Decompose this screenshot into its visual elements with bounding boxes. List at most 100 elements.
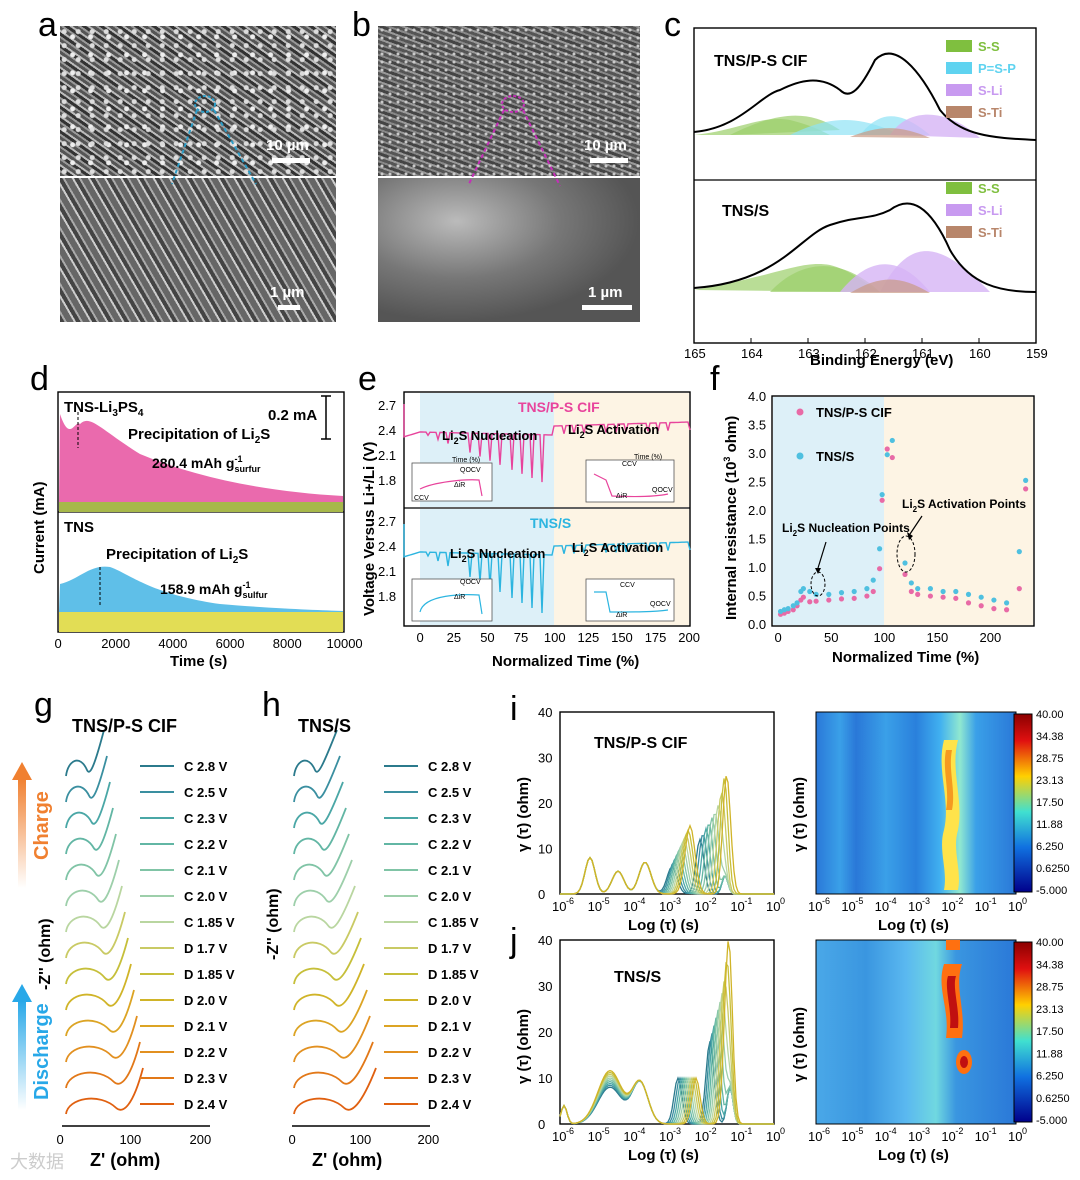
- heatmap-x-tick: 10: [808, 1129, 822, 1144]
- panel-i-heatmap: 40.00 34.38 28.75 23.13 17.50 11.88 6.250 0.625…: [791, 709, 1070, 934]
- nyquist-legend-label: D 1.85 V: [184, 967, 235, 982]
- f-point-cyan: [953, 588, 959, 595]
- e-y-tick: 2.1: [378, 448, 396, 463]
- h-y-label: -Z'' (ohm): [265, 888, 282, 960]
- e-inset-time-1: Time (%): [452, 457, 480, 464]
- e-x-tick: 200: [678, 630, 700, 645]
- f-x-tick: 200: [980, 630, 1002, 645]
- f-point-cyan: [794, 600, 800, 606]
- xps-x-tick: 165: [684, 346, 706, 361]
- e-inset-dir-4: ΔiR: [616, 612, 627, 619]
- heatmap-x-tick-exp: 0: [1022, 1126, 1027, 1136]
- colorbar-tick: 34.38: [1036, 959, 1064, 971]
- drt-x-tick: 10: [766, 899, 780, 914]
- scale-label-a-top: 10 µm: [266, 137, 309, 154]
- f-point-pink: [807, 599, 813, 605]
- e-y-tick: 1.8: [378, 473, 396, 488]
- drt-x-tick: 10: [588, 1129, 602, 1144]
- e-bottom-activation: Li2S Activation: [572, 540, 663, 558]
- xps-top-title: TNS/P-S CIF: [714, 53, 808, 70]
- colorbar-tick: 40.00: [1036, 709, 1064, 721]
- panel-label-h: h: [262, 686, 281, 724]
- e-inset-dir-3: ΔiR: [454, 594, 465, 601]
- xps-chart: TNS/P-S CIF TNS/S S-S P=S-P S-Li S-Ti S-S S-…: [684, 27, 1048, 369]
- drt-x-tick-exp: -4: [637, 1126, 645, 1136]
- nyquist-legend-label: D 2.2 V: [184, 1045, 228, 1060]
- nyquist-legend-label: D 1.7 V: [428, 941, 472, 956]
- f-point-cyan: [879, 492, 885, 498]
- sem-zoom-lines: [171, 95, 561, 187]
- f-point-cyan: [790, 603, 796, 609]
- e-x-tick: 100: [544, 630, 566, 645]
- f-point-cyan: [991, 597, 997, 603]
- f-y-tick: 4.0: [748, 389, 766, 404]
- f-y-tick: 0.0: [748, 617, 766, 632]
- f-x-tick: 100: [874, 630, 896, 645]
- f-point-pink: [965, 600, 972, 606]
- f-point-cyan: [864, 586, 870, 592]
- nyquist-legend-label: D 1.85 V: [428, 967, 479, 982]
- g-y-label: -Z'' (ohm): [37, 918, 54, 990]
- drt-y-tick: 10: [538, 1071, 552, 1086]
- drt-x-tick-exp: 0: [780, 1126, 785, 1136]
- heatmap-x-tick-exp: -1: [989, 1126, 997, 1136]
- drt-y-tick: 30: [538, 979, 552, 994]
- colorbar-tick: 17.50: [1036, 797, 1064, 809]
- drt-y-tick: 0: [538, 887, 545, 902]
- nyquist-curve: [293, 989, 368, 1037]
- xps-legend-label: S-S: [978, 39, 1000, 54]
- f-point-cyan: [877, 546, 883, 552]
- scale-label-b-top: 10 µm: [584, 137, 627, 154]
- colorbar-tick: 40.00: [1036, 937, 1064, 949]
- xps-x-label: Binding Energy (eV): [810, 352, 953, 369]
- e-x-tick: 75: [514, 630, 528, 645]
- xps-legend-label: S-Ti: [978, 225, 1002, 240]
- drt-x-tick: 10: [623, 899, 637, 914]
- heatmap-x-tick: 10: [1008, 1129, 1022, 1144]
- f-point-cyan: [1023, 477, 1029, 483]
- heatmap-x-tick-exp: -1: [989, 896, 997, 906]
- heatmap-x-tick: 10: [875, 899, 889, 914]
- nyquist-legend-label: D 2.3 V: [184, 1071, 228, 1086]
- f-y-tick: 3.5: [748, 418, 766, 433]
- heatmap-x-tick-exp: -2: [955, 1126, 963, 1136]
- xps-bottom-title: TNS/S: [722, 203, 769, 220]
- g-x-label: Z' (ohm): [90, 1150, 160, 1170]
- f-point-pink: [877, 566, 883, 572]
- e-x-tick: 125: [578, 630, 600, 645]
- panel-label-c: c: [664, 6, 681, 44]
- drt-curve: [560, 776, 774, 895]
- sem-image-a-bottom: [60, 178, 336, 322]
- f-point-cyan: [889, 437, 895, 444]
- nyquist-legend-label: D 2.1 V: [184, 1019, 228, 1034]
- drt-y-tick: 40: [538, 933, 552, 948]
- heatmap-x-tick: 10: [941, 1129, 955, 1144]
- f-point-cyan: [870, 577, 876, 583]
- drt-x-tick: 10: [552, 1129, 566, 1144]
- nyquist-curve: [65, 729, 105, 777]
- f-point-pink: [902, 571, 908, 577]
- e-inset-qocv-2: QOCV: [652, 487, 673, 494]
- heatmap-x-tick-exp: -5: [855, 896, 863, 906]
- e-inset-qocv-1: QOCV: [460, 467, 481, 474]
- e-y-tick: 2.7: [378, 514, 396, 529]
- panel-g-chart: C 2.8 V C 2.5 V C 2.3 V C 2.2 V C 2.1 V C 2.0…: [12, 716, 235, 1170]
- nyquist-curve: [65, 755, 108, 803]
- drt-x-tick: 10: [730, 899, 744, 914]
- colorbar-tick: 6.250: [1036, 841, 1064, 853]
- e-y-tick: 2.4: [378, 423, 396, 438]
- f-point-cyan: [965, 591, 972, 597]
- f-legend-2: TNS/S: [816, 449, 855, 464]
- nyquist-legend-label: C 2.3 V: [428, 811, 472, 826]
- hj-y-label: γ (τ) (ohm): [791, 1007, 808, 1082]
- nyquist-curve: [65, 963, 132, 1011]
- xps-legend-label: P=S-P: [978, 61, 1016, 76]
- heatmap-x-tick: 10: [941, 899, 955, 914]
- d-x-label: Time (s): [170, 653, 227, 670]
- nyquist-curve: [293, 781, 344, 829]
- e-x-tick: 150: [611, 630, 633, 645]
- f-point-cyan: [851, 588, 857, 595]
- heatmap-x-tick: 10: [841, 1129, 855, 1144]
- d-top-precip: Precipitation of Li2S: [128, 426, 270, 446]
